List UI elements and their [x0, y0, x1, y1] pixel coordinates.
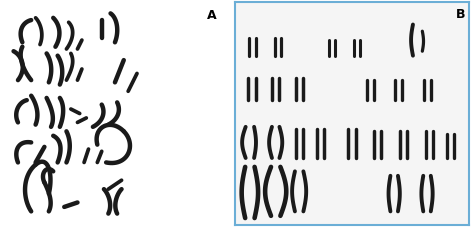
Text: B: B: [456, 8, 466, 21]
Text: A: A: [207, 9, 217, 22]
